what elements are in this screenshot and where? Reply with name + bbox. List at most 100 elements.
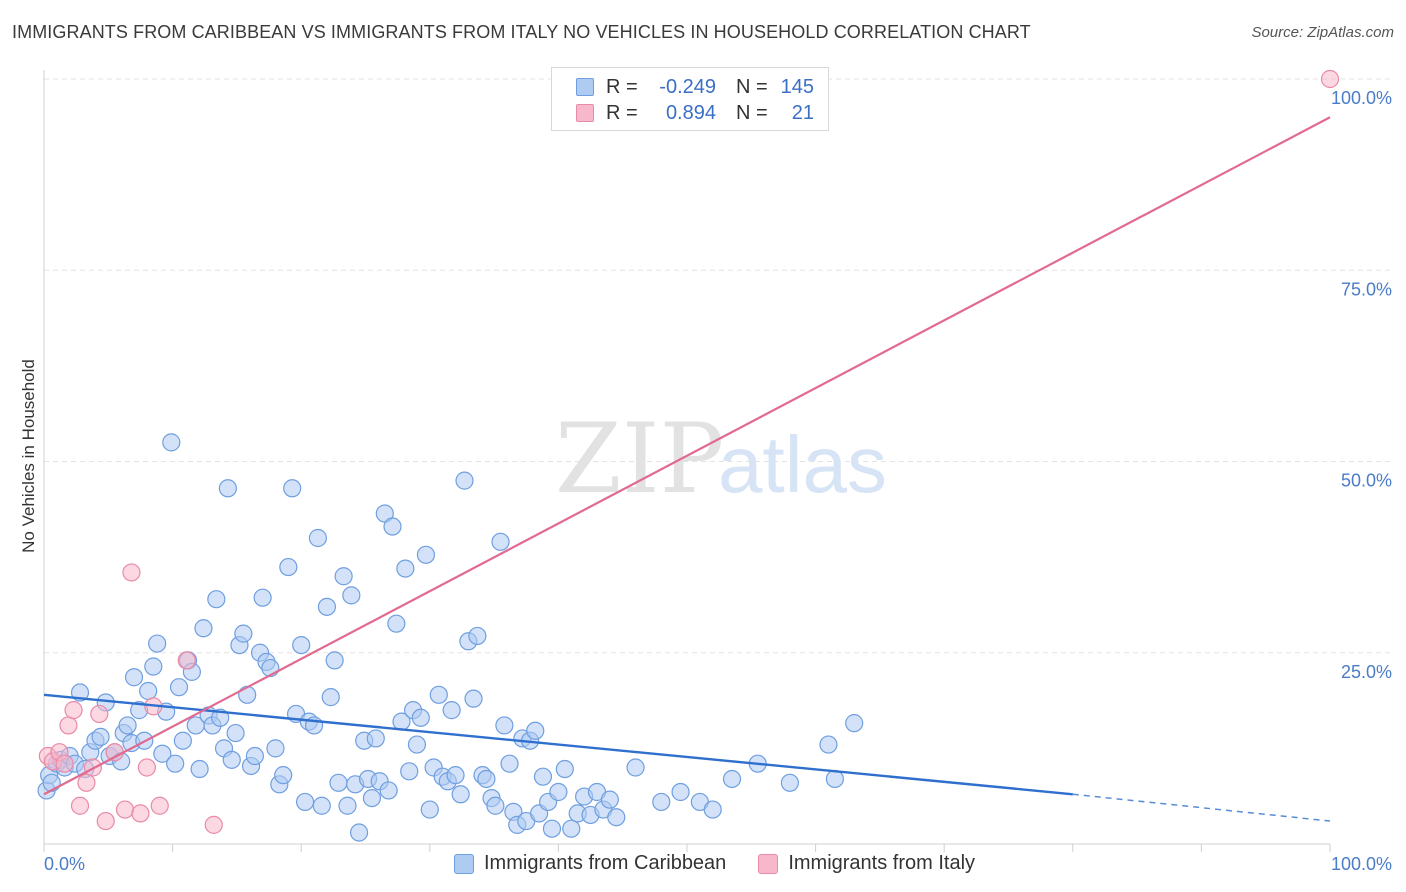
- point-caribbean: [234, 624, 253, 643]
- point-caribbean: [266, 739, 285, 758]
- point-caribbean: [780, 773, 799, 792]
- point-caribbean: [671, 782, 690, 802]
- point-caribbean: [118, 716, 137, 735]
- point-caribbean: [317, 597, 337, 616]
- source-credit: Source: ZipAtlas.com: [1251, 24, 1394, 41]
- point-caribbean: [162, 433, 181, 452]
- x-tick-label: 100.0%: [1331, 854, 1392, 874]
- point-caribbean: [722, 769, 742, 789]
- bottom-legend-italy: Immigrants from Italy: [758, 852, 975, 875]
- bottom-legend-swatch-italy: [758, 853, 779, 874]
- point-caribbean: [455, 471, 474, 490]
- point-italy: [59, 716, 78, 735]
- legend-r-value: 0.894: [665, 101, 716, 124]
- point-caribbean: [362, 788, 382, 808]
- bottom-legend-swatch-caribbean: [454, 853, 474, 874]
- point-caribbean: [238, 685, 257, 704]
- y-tick-label: 100.0%: [1331, 88, 1392, 108]
- chart-title: IMMIGRANTS FROM CARIBBEAN VS IMMIGRANTS …: [12, 22, 1031, 42]
- point-caribbean: [321, 688, 340, 707]
- point-italy: [131, 804, 150, 823]
- point-caribbean: [549, 782, 568, 802]
- point-caribbean: [819, 735, 838, 754]
- legend-n-value: 145: [780, 75, 814, 98]
- point-italy: [204, 815, 223, 834]
- point-caribbean: [446, 766, 465, 785]
- point-caribbean: [218, 479, 237, 498]
- point-caribbean: [148, 634, 167, 653]
- point-caribbean: [349, 823, 369, 842]
- legend-r-label: R =: [606, 75, 638, 98]
- point-italy: [55, 754, 74, 773]
- legend-r-label: R =: [606, 101, 638, 124]
- watermark: ZIP atlas: [555, 403, 887, 515]
- point-caribbean: [295, 792, 315, 812]
- point-italy: [96, 811, 115, 831]
- legend-n-value: 21: [791, 101, 814, 124]
- point-caribbean: [144, 657, 163, 676]
- point-italy: [122, 563, 141, 582]
- point-caribbean: [173, 731, 192, 750]
- point-caribbean: [451, 785, 470, 804]
- point-caribbean: [342, 586, 361, 605]
- y-tick-label: 25.0%: [1341, 662, 1392, 682]
- point-caribbean: [91, 727, 110, 747]
- point-caribbean: [533, 767, 553, 786]
- point-caribbean: [542, 819, 562, 838]
- point-caribbean: [400, 762, 419, 781]
- trend-lines: [43, 116, 1331, 822]
- point-caribbean: [190, 759, 209, 779]
- point-caribbean: [166, 754, 185, 773]
- point-caribbean: [486, 796, 505, 815]
- point-caribbean: [222, 750, 241, 769]
- point-caribbean: [500, 754, 519, 773]
- watermark-zip: ZIP: [555, 403, 724, 515]
- point-caribbean: [169, 678, 189, 697]
- grid-lines: [44, 78, 1392, 654]
- bottom-legend-label-italy: Immigrants from Italy: [788, 852, 976, 874]
- point-italy: [64, 701, 83, 720]
- point-caribbean: [274, 766, 293, 785]
- point-caribbean: [420, 800, 439, 819]
- point-caribbean: [366, 729, 385, 748]
- point-caribbean: [283, 479, 302, 498]
- point-caribbean: [226, 723, 245, 743]
- legend-row-italy: R = 0.894 N = 21: [576, 100, 814, 126]
- point-italy: [70, 796, 90, 815]
- point-caribbean: [429, 685, 448, 704]
- point-caribbean: [387, 614, 406, 633]
- point-italy: [150, 796, 169, 815]
- point-caribbean: [383, 517, 402, 536]
- point-caribbean: [555, 759, 574, 779]
- axes: [43, 70, 1331, 852]
- point-italy: [1320, 69, 1340, 89]
- point-caribbean: [308, 528, 328, 548]
- watermark-atlas: atlas: [718, 420, 887, 509]
- point-caribbean: [334, 567, 353, 586]
- point-italy: [115, 800, 135, 819]
- point-caribbean: [396, 559, 415, 578]
- point-caribbean: [194, 619, 213, 638]
- point-caribbean: [279, 557, 298, 577]
- point-caribbean: [325, 651, 344, 670]
- legend-row-caribbean: R = -0.249 N = 145: [576, 74, 814, 100]
- point-italy: [77, 773, 96, 792]
- point-caribbean: [416, 545, 436, 564]
- point-caribbean: [703, 800, 722, 819]
- point-caribbean: [153, 744, 172, 763]
- point-caribbean: [607, 808, 626, 827]
- point-caribbean: [526, 721, 545, 740]
- point-caribbean: [652, 792, 671, 812]
- point-italy: [137, 758, 156, 777]
- point-caribbean: [329, 773, 348, 792]
- point-caribbean: [626, 758, 645, 777]
- point-caribbean: [245, 746, 265, 766]
- point-caribbean: [139, 681, 158, 701]
- point-caribbean: [600, 790, 619, 809]
- legend-n-label: N =: [736, 101, 768, 124]
- point-italy: [177, 651, 196, 670]
- y-tick-labels: 25.0% 50.0% 75.0% 100.0%: [1331, 88, 1392, 682]
- point-italy: [90, 704, 109, 724]
- point-caribbean: [211, 708, 230, 727]
